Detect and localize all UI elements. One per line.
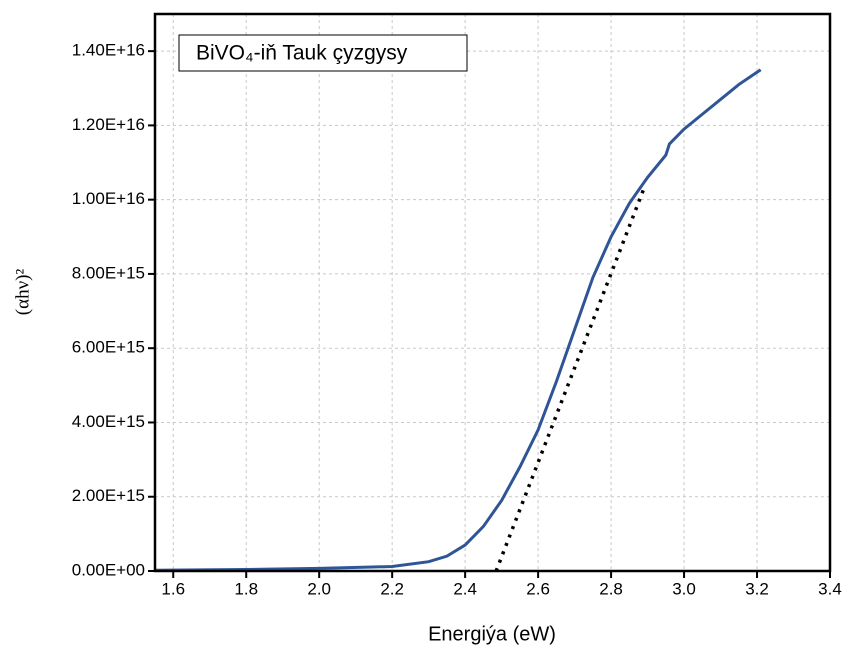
y-tick-label: 4.00E+15 xyxy=(72,412,145,431)
y-tick-label: 2.00E+15 xyxy=(72,486,145,505)
y-tick-label: 6.00E+15 xyxy=(72,338,145,357)
x-tick-label: 2.8 xyxy=(599,579,623,598)
y-tick-label: 1.40E+16 xyxy=(72,41,145,60)
x-tick-label: 1.8 xyxy=(234,579,258,598)
x-tick-label: 2.0 xyxy=(307,579,331,598)
y-axis-label: (αhν)² xyxy=(12,269,33,316)
x-tick-label: 2.4 xyxy=(453,579,477,598)
y-tick-label: 0.00E+00 xyxy=(72,560,145,579)
legend-box xyxy=(178,34,468,72)
x-tick-label: 1.6 xyxy=(161,579,185,598)
y-tick-label: 1.00E+16 xyxy=(72,189,145,208)
y-tick-label: 1.20E+16 xyxy=(72,115,145,134)
x-tick-label: 3.2 xyxy=(745,579,769,598)
x-axis-label: Energiýa (eW) xyxy=(428,623,556,645)
x-tick-label: 2.2 xyxy=(380,579,404,598)
x-tick-label: 3.0 xyxy=(672,579,696,598)
data-line xyxy=(494,187,646,572)
y-tick-label: 8.00E+15 xyxy=(72,263,145,282)
x-tick-label: 2.6 xyxy=(526,579,550,598)
x-tick-label: 3.4 xyxy=(818,579,842,598)
plot-frame xyxy=(153,12,832,573)
data-line xyxy=(154,68,762,572)
chart-title: BiVO₄-iň Tauk çyzgysy xyxy=(196,42,408,65)
